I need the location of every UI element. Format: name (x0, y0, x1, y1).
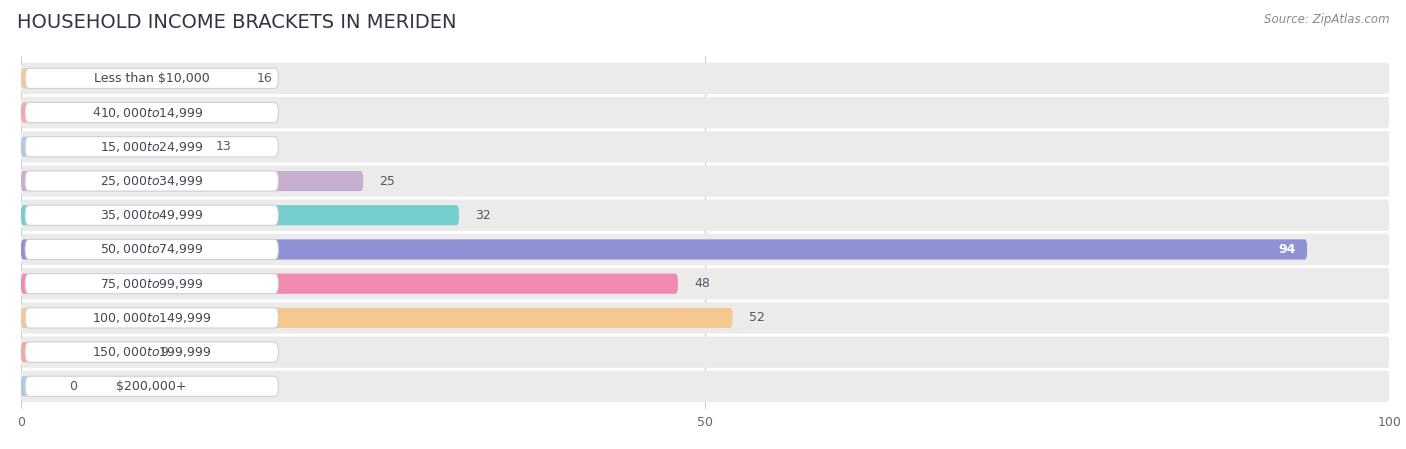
FancyBboxPatch shape (25, 171, 278, 191)
FancyBboxPatch shape (25, 102, 278, 123)
Text: 25: 25 (380, 175, 395, 188)
FancyBboxPatch shape (25, 205, 278, 225)
Text: 9: 9 (160, 346, 169, 359)
FancyBboxPatch shape (21, 68, 240, 88)
FancyBboxPatch shape (21, 165, 1389, 197)
Text: $35,000 to $49,999: $35,000 to $49,999 (100, 208, 204, 222)
FancyBboxPatch shape (21, 171, 363, 191)
FancyBboxPatch shape (21, 308, 733, 328)
Text: 16: 16 (256, 72, 273, 85)
FancyBboxPatch shape (21, 336, 1389, 368)
FancyBboxPatch shape (21, 63, 1389, 94)
FancyBboxPatch shape (21, 199, 1389, 231)
FancyBboxPatch shape (25, 308, 278, 328)
FancyBboxPatch shape (25, 342, 278, 362)
FancyBboxPatch shape (21, 136, 200, 157)
Text: $100,000 to $149,999: $100,000 to $149,999 (91, 311, 211, 325)
FancyBboxPatch shape (21, 268, 1389, 299)
FancyBboxPatch shape (21, 239, 1308, 260)
Text: 94: 94 (1278, 243, 1296, 256)
FancyBboxPatch shape (25, 136, 278, 157)
Text: Source: ZipAtlas.com: Source: ZipAtlas.com (1264, 13, 1389, 26)
FancyBboxPatch shape (21, 342, 145, 362)
FancyBboxPatch shape (25, 376, 278, 396)
Text: 13: 13 (215, 140, 231, 153)
Text: 32: 32 (475, 209, 491, 222)
Text: $15,000 to $24,999: $15,000 to $24,999 (100, 140, 204, 154)
FancyBboxPatch shape (21, 131, 1389, 163)
FancyBboxPatch shape (25, 68, 278, 88)
Text: $75,000 to $99,999: $75,000 to $99,999 (100, 277, 204, 291)
FancyBboxPatch shape (21, 371, 1389, 402)
FancyBboxPatch shape (21, 273, 678, 294)
Text: $25,000 to $34,999: $25,000 to $34,999 (100, 174, 204, 188)
Text: HOUSEHOLD INCOME BRACKETS IN MERIDEN: HOUSEHOLD INCOME BRACKETS IN MERIDEN (17, 13, 457, 32)
Text: 0: 0 (69, 380, 77, 393)
FancyBboxPatch shape (25, 273, 278, 294)
FancyBboxPatch shape (21, 302, 1389, 334)
Text: $50,000 to $74,999: $50,000 to $74,999 (100, 242, 204, 256)
Text: Less than $10,000: Less than $10,000 (94, 72, 209, 85)
FancyBboxPatch shape (25, 239, 278, 260)
FancyBboxPatch shape (21, 376, 55, 396)
FancyBboxPatch shape (21, 205, 458, 225)
FancyBboxPatch shape (21, 102, 76, 123)
FancyBboxPatch shape (21, 97, 1389, 128)
Text: 48: 48 (695, 277, 710, 290)
FancyBboxPatch shape (21, 234, 1389, 265)
Text: 52: 52 (749, 312, 765, 325)
Text: $150,000 to $199,999: $150,000 to $199,999 (91, 345, 211, 359)
Text: 4: 4 (93, 106, 100, 119)
Text: $200,000+: $200,000+ (117, 380, 187, 393)
Text: $10,000 to $14,999: $10,000 to $14,999 (100, 106, 204, 119)
